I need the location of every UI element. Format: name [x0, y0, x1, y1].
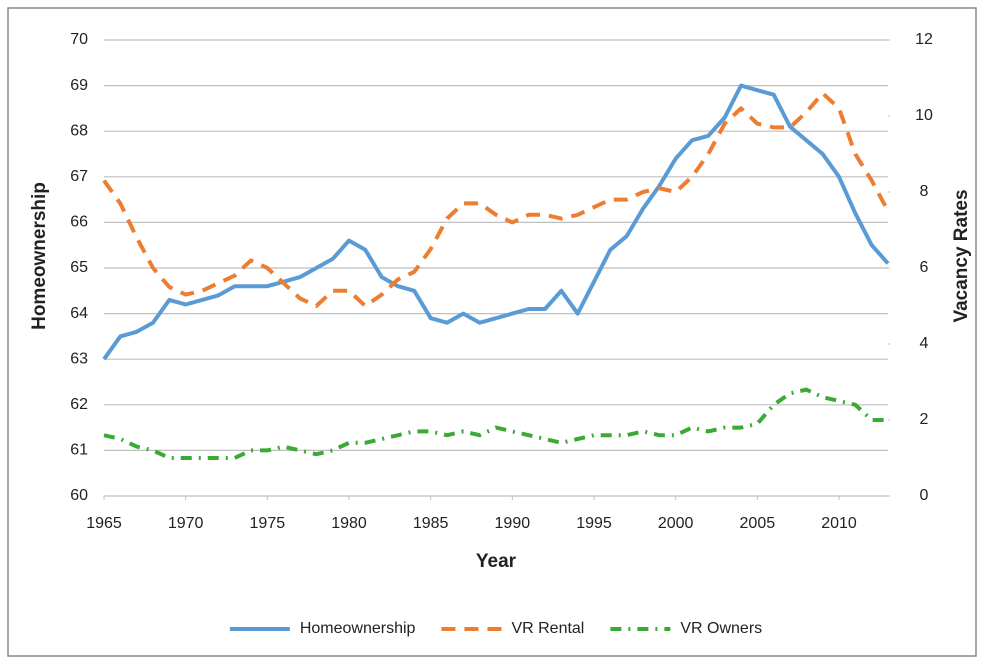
x-tick-label: 1995 [576, 515, 612, 532]
y2-tick-label: 0 [920, 487, 929, 504]
y-tick-label: 69 [70, 77, 88, 94]
y-tick-label: 63 [70, 350, 88, 367]
x-tick-label: 1990 [495, 515, 531, 532]
y2-tick-label: 6 [920, 259, 929, 276]
y-tick-label: 68 [70, 122, 88, 139]
y-tick-label: 70 [70, 31, 88, 48]
y-tick-label: 65 [70, 259, 88, 276]
y2-axis-title: Vacancy Rates [951, 189, 972, 322]
y2-tick-label: 8 [920, 183, 929, 200]
y-tick-label: 66 [70, 214, 88, 231]
y-tick-label: 67 [70, 168, 88, 185]
legend-label: VR Rental [511, 620, 584, 637]
y-tick-label: 64 [70, 305, 88, 322]
y2-tick-label: 12 [915, 31, 933, 48]
x-tick-label: 1975 [250, 515, 286, 532]
x-tick-label: 1980 [331, 515, 367, 532]
y-axis-title: Homeownership [29, 182, 50, 330]
series-line [102, 83, 890, 361]
legend-label: VR Owners [680, 620, 762, 637]
x-tick-label: 2005 [740, 515, 776, 532]
y2-tick-label: 10 [915, 107, 933, 124]
series-line [103, 387, 888, 460]
x-tick-label: 1970 [168, 515, 204, 532]
x-tick-label: 2010 [821, 515, 857, 532]
x-tick-label: 1965 [86, 515, 122, 532]
y-tick-label: 61 [70, 442, 88, 459]
series-line [102, 91, 890, 308]
y2-tick-label: 4 [920, 335, 929, 352]
y-tick-label: 62 [70, 396, 88, 413]
x-axis-title: Year [476, 551, 517, 572]
x-tick-label: 2000 [658, 515, 694, 532]
y2-tick-label: 2 [920, 411, 929, 428]
legend-label: Homeownership [300, 620, 416, 637]
x-tick-label: 1985 [413, 515, 449, 532]
y-tick-label: 60 [70, 487, 88, 504]
chart-frame [7, 7, 977, 657]
